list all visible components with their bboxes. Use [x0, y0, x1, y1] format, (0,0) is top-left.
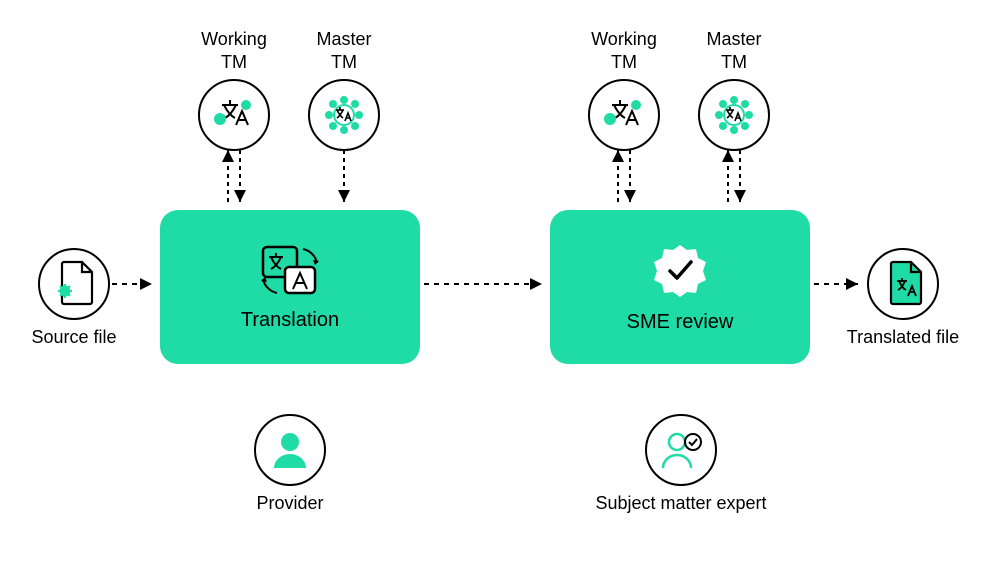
working-tm-1-label: Working TM — [194, 28, 274, 73]
master-tm-1-label: Master TM — [304, 28, 384, 73]
sme-node: Subject matter expert — [586, 414, 776, 515]
translation-icon — [259, 243, 321, 299]
provider-icon — [254, 414, 326, 486]
master-tm-1: Master TM — [304, 28, 384, 151]
master-tm-icon — [698, 79, 770, 151]
provider-label: Provider — [240, 492, 340, 515]
source-file-node: Source file — [24, 248, 124, 349]
master-tm-2-label: Master TM — [694, 28, 774, 73]
sme-icon — [645, 414, 717, 486]
working-tm-icon — [198, 79, 270, 151]
working-tm-1: Working TM — [194, 28, 274, 151]
translated-file-icon — [867, 248, 939, 320]
sme-badge-icon — [650, 241, 710, 301]
provider-node: Provider — [240, 414, 340, 515]
source-file-label: Source file — [24, 326, 124, 349]
master-tm-2: Master TM — [694, 28, 774, 151]
translation-stage: Translation — [160, 210, 420, 364]
source-file-icon — [38, 248, 110, 320]
translated-file-label: Translated file — [838, 326, 968, 349]
working-tm-2-label: Working TM — [584, 28, 664, 73]
translated-file-node: Translated file — [838, 248, 968, 349]
sme-review-stage: SME review — [550, 210, 810, 364]
working-tm-2: Working TM — [584, 28, 664, 151]
sme-label: Subject matter expert — [586, 492, 776, 515]
translation-stage-label: Translation — [241, 309, 339, 332]
sme-review-stage-label: SME review — [627, 311, 734, 334]
master-tm-icon — [308, 79, 380, 151]
working-tm-icon — [588, 79, 660, 151]
